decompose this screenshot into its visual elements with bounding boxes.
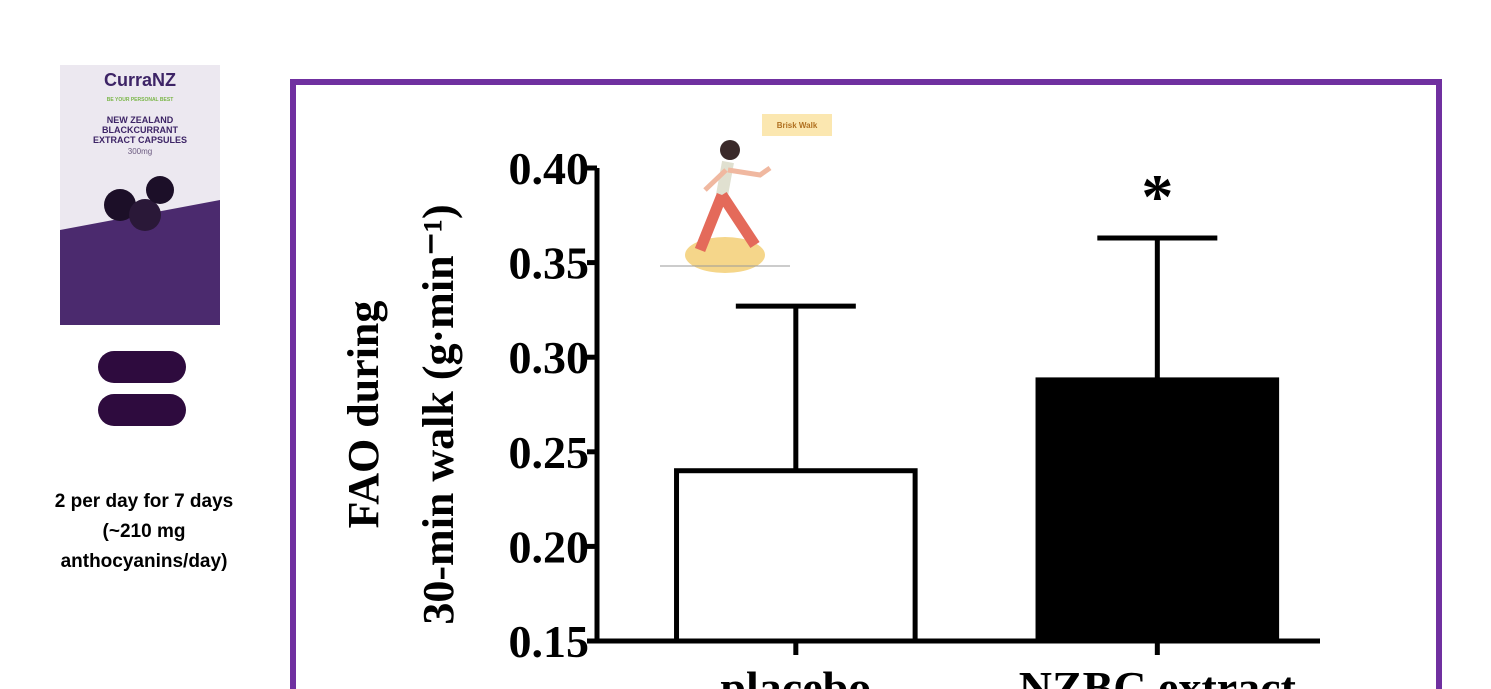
y-tick-label: 0.40	[509, 143, 590, 194]
significance-annotation: *	[1141, 161, 1173, 232]
walk-illustration: Brisk Walk	[660, 114, 832, 273]
bar	[677, 471, 916, 641]
slide: CurraNZ BE YOUR PERSONAL BEST NEW ZEALAN…	[0, 0, 1491, 689]
x-tick-label: NZBC extract	[1019, 662, 1297, 689]
y-tick-label: 0.35	[509, 238, 590, 289]
x-tick-label: placebo	[720, 662, 871, 689]
capsule	[98, 351, 186, 383]
caption: (~210 mg	[103, 521, 186, 542]
product-name: BLACKCURRANT	[102, 125, 178, 135]
capsule	[98, 394, 186, 426]
illustration-arms	[705, 168, 770, 190]
illustration-body	[722, 162, 728, 195]
product-brand: CurraNZ	[104, 70, 176, 90]
product-dose: 300mg	[128, 147, 152, 156]
berry	[146, 176, 174, 204]
illustration-label: Brisk Walk	[777, 121, 818, 130]
y-tick-label: 0.15	[509, 616, 590, 667]
y-axis-label: 30-min walk (g·min⁻¹)	[414, 204, 463, 624]
product-tagline: BE YOUR PERSONAL BEST	[107, 97, 174, 103]
y-tick-label: 0.25	[509, 427, 590, 478]
y-tick-label: 0.30	[509, 332, 590, 383]
product-name: NEW ZEALAND	[107, 115, 174, 125]
y-axis-label: FAO during	[339, 301, 388, 529]
berry	[129, 199, 161, 231]
illustration-head	[720, 140, 740, 160]
bar	[1038, 380, 1277, 641]
caption: 2 per day for 7 days	[55, 491, 233, 512]
page: CurraNZ BE YOUR PERSONAL BEST NEW ZEALAN…	[0, 0, 1491, 689]
y-tick-label: 0.20	[509, 521, 590, 572]
caption: anthocyanins/day)	[61, 551, 228, 572]
product-name: EXTRACT CAPSULES	[93, 135, 187, 145]
